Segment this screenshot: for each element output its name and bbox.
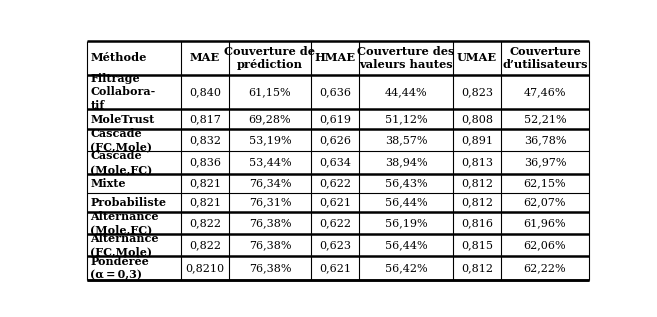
Text: 76,34%: 76,34% (249, 178, 291, 188)
Text: 56,43%: 56,43% (385, 178, 427, 188)
Text: MoleTrust: MoleTrust (90, 113, 154, 125)
Text: 0,836: 0,836 (189, 158, 221, 167)
Text: 0,812: 0,812 (461, 263, 493, 273)
Text: 51,12%: 51,12% (385, 114, 427, 124)
Text: 38,57%: 38,57% (385, 135, 427, 146)
Text: Alternance
(FC,Mole): Alternance (FC,Mole) (90, 233, 159, 257)
Text: 36,97%: 36,97% (524, 158, 566, 167)
Text: 56,44%: 56,44% (385, 197, 427, 207)
Text: 0,812: 0,812 (461, 178, 493, 188)
Text: 0,621: 0,621 (319, 263, 351, 273)
Text: 53,19%: 53,19% (248, 135, 291, 146)
Text: 62,07%: 62,07% (524, 197, 566, 207)
Text: 0,815: 0,815 (461, 240, 493, 250)
Text: 47,46%: 47,46% (524, 87, 566, 97)
Text: 0,821: 0,821 (189, 197, 221, 207)
Text: 61,96%: 61,96% (524, 218, 566, 228)
Text: 36,78%: 36,78% (524, 135, 566, 146)
Text: 0,813: 0,813 (461, 158, 493, 167)
Text: 0,8210: 0,8210 (185, 263, 225, 273)
Text: 0,821: 0,821 (189, 178, 221, 188)
Text: 0,822: 0,822 (189, 240, 221, 250)
Text: 0,621: 0,621 (319, 197, 351, 207)
Text: Couverture
d’utilisateurs: Couverture d’utilisateurs (502, 46, 588, 70)
Text: UMAE: UMAE (457, 52, 497, 63)
Text: Mixte: Mixte (90, 178, 125, 189)
Text: 38,94%: 38,94% (385, 158, 427, 167)
Text: Cascade
(Mole,FC): Cascade (Mole,FC) (90, 150, 152, 175)
Text: 76,38%: 76,38% (249, 263, 291, 273)
Text: 0,812: 0,812 (461, 197, 493, 207)
Text: 56,42%: 56,42% (385, 263, 427, 273)
Text: 69,28%: 69,28% (248, 114, 291, 124)
Text: 0,817: 0,817 (189, 114, 221, 124)
Text: 0,832: 0,832 (189, 135, 221, 146)
Text: 56,19%: 56,19% (385, 218, 427, 228)
Text: HMAE: HMAE (315, 52, 355, 63)
Text: MAE: MAE (190, 52, 220, 63)
Text: 61,15%: 61,15% (248, 87, 291, 97)
Text: 76,38%: 76,38% (249, 218, 291, 228)
Text: Cascade
(FC,Mole): Cascade (FC,Mole) (90, 128, 152, 153)
Text: 62,06%: 62,06% (524, 240, 566, 250)
Text: 0,636: 0,636 (319, 87, 351, 97)
Text: 0,822: 0,822 (189, 218, 221, 228)
Text: Couverture de
prédiction: Couverture de prédiction (225, 46, 315, 70)
Text: 76,38%: 76,38% (249, 240, 291, 250)
Text: 0,808: 0,808 (461, 114, 493, 124)
Text: Couverture des
valeurs hautes: Couverture des valeurs hautes (357, 46, 455, 70)
Text: 0,823: 0,823 (461, 87, 493, 97)
Text: 0,634: 0,634 (319, 158, 351, 167)
Text: 44,44%: 44,44% (385, 87, 427, 97)
Text: Probabiliste: Probabiliste (90, 197, 166, 208)
Text: 0,622: 0,622 (319, 218, 351, 228)
Text: 0,619: 0,619 (319, 114, 351, 124)
Text: 76,31%: 76,31% (249, 197, 291, 207)
Text: Méthode: Méthode (90, 52, 147, 63)
Text: 62,22%: 62,22% (524, 263, 566, 273)
Text: 62,15%: 62,15% (524, 178, 566, 188)
Text: 0,626: 0,626 (319, 135, 351, 146)
Text: Filtrage
Collabora-
tif: Filtrage Collabora- tif (90, 73, 156, 111)
Text: Alternance
(Mole,FC): Alternance (Mole,FC) (90, 211, 159, 235)
Text: 53,44%: 53,44% (248, 158, 291, 167)
Text: 0,622: 0,622 (319, 178, 351, 188)
Text: 0,623: 0,623 (319, 240, 351, 250)
Text: 0,891: 0,891 (461, 135, 493, 146)
Text: 56,44%: 56,44% (385, 240, 427, 250)
Text: 52,21%: 52,21% (524, 114, 566, 124)
Text: 0,840: 0,840 (189, 87, 221, 97)
Text: 0,816: 0,816 (461, 218, 493, 228)
Text: Pondérée
(α = 0,3): Pondérée (α = 0,3) (90, 256, 149, 280)
